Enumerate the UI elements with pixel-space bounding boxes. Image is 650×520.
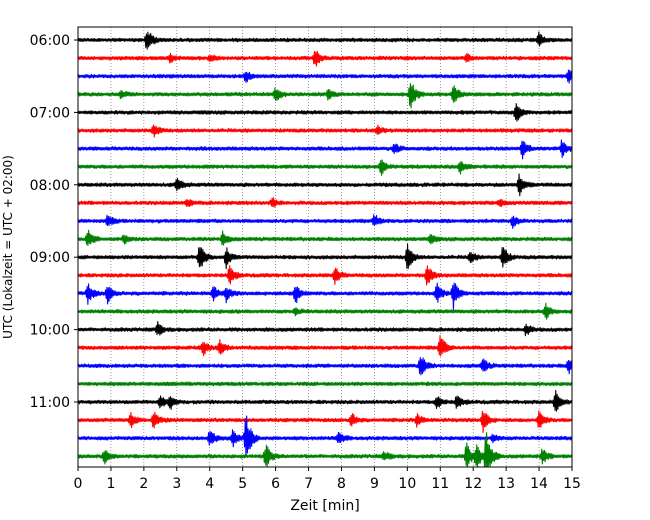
- trace-row-0645: [78, 83, 572, 109]
- y-tick-label-0: 06:00: [30, 33, 70, 49]
- x-tick-label-8: 8: [337, 476, 346, 492]
- trace-row-0830: [78, 214, 572, 229]
- trace-row-1030: [78, 357, 572, 376]
- x-tick-label-13: 13: [497, 476, 515, 492]
- trace-row-0945: [78, 302, 572, 320]
- trace-row-0630: [78, 69, 572, 84]
- x-tick-label-2: 2: [139, 476, 148, 492]
- trace-row-0715: [78, 124, 572, 138]
- x-tick-label-3: 3: [172, 476, 181, 492]
- plot-frame: [77, 26, 573, 468]
- x-tick-label-7: 7: [304, 476, 313, 492]
- x-axis-label: Zeit [min]: [290, 498, 359, 514]
- x-tick-label-6: 6: [271, 476, 280, 492]
- trace-row-1000: [78, 320, 572, 337]
- x-tick-label-1: 1: [106, 476, 115, 492]
- trace-row-0915: [78, 265, 572, 286]
- y-tick-label-1: 07:00: [30, 105, 70, 121]
- trace-row-1145: [78, 432, 572, 467]
- x-tick-label-9: 9: [370, 476, 379, 492]
- trace-row-0615: [78, 50, 572, 67]
- trace-row-1045: [78, 381, 572, 387]
- x-tick-label-4: 4: [205, 476, 214, 492]
- trace-row-0700: [78, 103, 572, 122]
- y-axis-label: UTC (Lokalzeit = UTC + 02:00): [1, 155, 15, 339]
- helicorder-traces: [78, 31, 572, 467]
- x-axis-ticks: 0 1 2 3 4 5 6 7 8 9 10 11 12 13 14 15: [74, 467, 581, 492]
- trace-row-0845: [78, 229, 572, 247]
- trace-row-0730: [78, 139, 572, 160]
- x-tick-label-15: 15: [563, 476, 581, 492]
- x-tick-label-11: 11: [431, 476, 449, 492]
- trace-row-1015: [78, 335, 572, 357]
- y-axis-ticks: 06:00 07:00 08:00 09:00 10:00 11:00: [30, 33, 78, 411]
- trace-row-0600: [78, 31, 572, 50]
- x-tick-label-14: 14: [530, 476, 548, 492]
- y-tick-label-5: 11:00: [30, 395, 70, 411]
- trace-row-1115: [78, 410, 572, 434]
- trace-row-0815: [78, 197, 572, 208]
- y-tick-label-3: 09:00: [30, 250, 70, 266]
- x-tick-label-5: 5: [238, 476, 247, 492]
- trace-row-0930: [78, 282, 572, 311]
- x-tick-label-0: 0: [74, 476, 83, 492]
- y-tick-label-4: 10:00: [30, 323, 70, 339]
- x-tick-label-10: 10: [398, 476, 416, 492]
- trace-row-0800: [78, 173, 572, 197]
- trace-row-1130: [78, 415, 572, 458]
- y-tick-label-2: 08:00: [30, 178, 70, 194]
- trace-row-1100: [78, 389, 572, 412]
- x-tick-label-12: 12: [464, 476, 482, 492]
- vertical-gridlines: [110, 27, 540, 467]
- trace-row-0900: [78, 243, 572, 270]
- trace-row-0745: [78, 159, 572, 176]
